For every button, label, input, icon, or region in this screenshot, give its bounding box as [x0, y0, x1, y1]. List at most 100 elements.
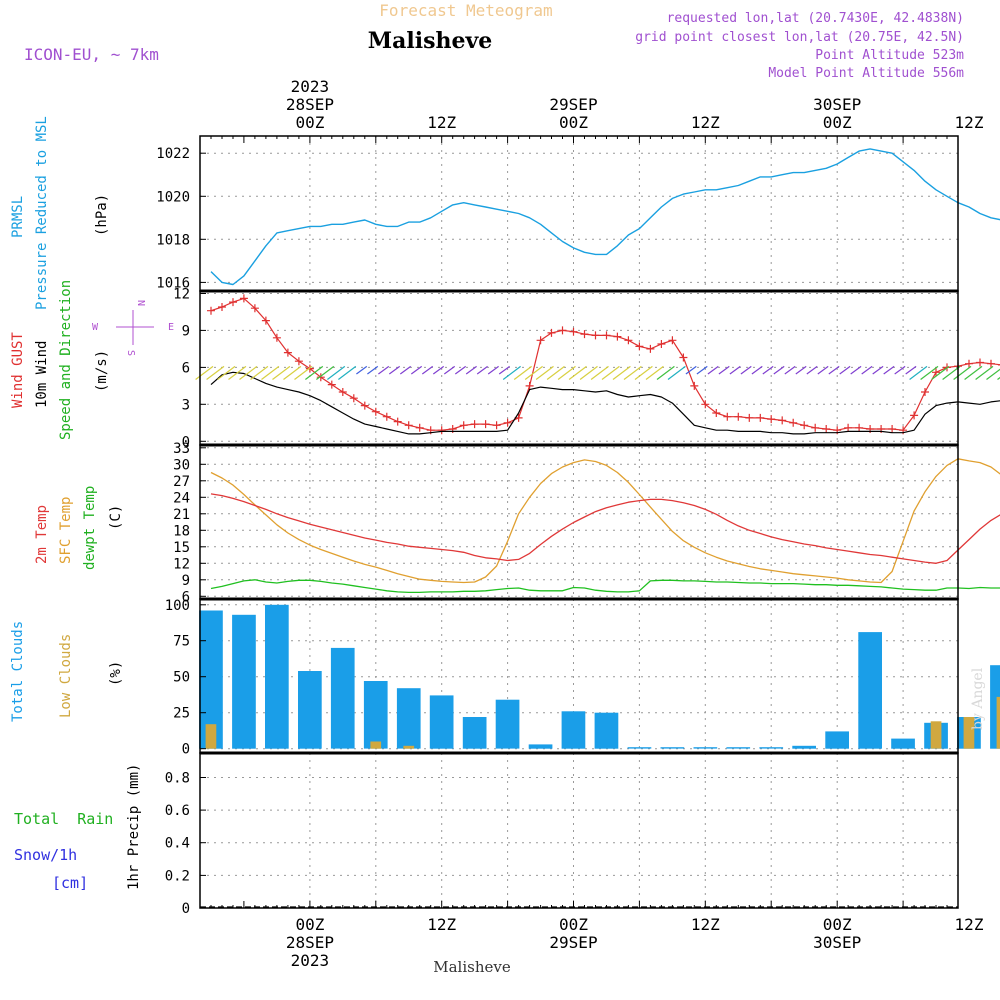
wind-barb — [338, 365, 357, 380]
top-time-label: 00Z — [823, 113, 852, 132]
gust-point — [207, 306, 215, 315]
wind-barb — [487, 365, 499, 375]
top-time-label: 29SEP — [549, 95, 597, 114]
wind-barb — [905, 365, 917, 375]
y-tick-label: 0.6 — [165, 803, 190, 819]
wind-barb — [502, 365, 521, 380]
gust-point — [778, 416, 787, 425]
wind-barb — [645, 365, 664, 380]
pressure-labels: PRMSL Pressure Reduced to MSL (hPa) — [10, 116, 110, 310]
gust-point — [349, 394, 358, 403]
wind-barb — [590, 365, 609, 380]
wind-barb — [261, 365, 280, 380]
wind-barb — [718, 365, 730, 375]
gust-point — [613, 332, 622, 341]
wind-barb — [579, 365, 598, 380]
gust-point — [976, 358, 984, 367]
wind-barb — [305, 365, 324, 380]
gust-point — [602, 331, 611, 340]
low-clouds-bar — [930, 721, 942, 749]
panel-frame — [199, 444, 959, 600]
gust-point — [371, 407, 380, 416]
gust-point — [481, 420, 490, 429]
wind-barb — [454, 365, 467, 375]
gust-point — [591, 331, 600, 340]
data-layer — [195, 148, 1000, 908]
gust-point — [492, 421, 501, 430]
wind-barb — [465, 365, 477, 375]
wind-barb — [953, 365, 972, 380]
wind-barb — [942, 365, 961, 380]
top-time-label: 00Z — [295, 113, 324, 132]
gust-point — [679, 353, 688, 362]
temp-unit: (C) — [108, 505, 124, 530]
wind-barb — [228, 365, 247, 380]
wind-barb — [316, 365, 335, 380]
total-clouds-bar — [726, 747, 751, 749]
bottom-time-label: 29SEP — [549, 933, 597, 952]
gridpoint-coords: grid point closest lon,lat (20.75E, 42.5… — [635, 30, 964, 45]
dewpt-line — [210, 579, 1000, 594]
temp2m-line — [210, 493, 1000, 564]
top-time-label: 12Z — [427, 113, 456, 132]
gust-point — [229, 298, 237, 307]
snow-label: Snow/1h — [14, 846, 77, 864]
wind-unit: (m/s) — [94, 350, 110, 392]
gust-point — [844, 423, 853, 432]
y-tick-label: 12 — [173, 556, 190, 572]
gust-point — [997, 364, 1000, 366]
low-clouds-bar — [370, 741, 382, 749]
wind-barb — [568, 365, 587, 380]
low-clouds-label: Low Clouds — [58, 634, 74, 718]
grid-layer — [200, 136, 958, 909]
wind-barb — [294, 365, 313, 380]
y-tick-label: 21 — [173, 507, 190, 523]
gust-point — [712, 409, 721, 417]
rain-label: Total Rain — [14, 810, 113, 828]
wind-barb — [920, 365, 939, 380]
gust-point — [921, 388, 929, 396]
frame-layer — [199, 135, 959, 909]
total-clouds-bar — [660, 747, 685, 749]
y-tick-label: 75 — [173, 634, 190, 650]
wind-barb — [195, 365, 214, 380]
total-clouds-bar — [528, 744, 553, 749]
wind-barb — [476, 365, 488, 375]
temp2m-label: 2m Temp — [34, 505, 50, 564]
top-time-label: 12Z — [691, 113, 720, 132]
total-clouds-bar — [363, 681, 388, 749]
wind-barb — [546, 365, 565, 380]
gust-point — [822, 425, 831, 433]
wind-barb — [399, 365, 412, 375]
gust-point — [635, 342, 644, 351]
total-clouds-bar — [561, 711, 586, 749]
gust-label: Wind GUST — [10, 332, 26, 408]
gust-point — [360, 401, 369, 410]
gust-point — [690, 381, 699, 390]
subtitle: Forecast Meteogram — [379, 1, 552, 20]
y-tick-label: 0.8 — [165, 771, 190, 787]
y-tick-label: 1020 — [156, 189, 190, 205]
y-tick-label: 15 — [173, 540, 190, 556]
gust-point — [701, 400, 710, 409]
wind-barb — [513, 365, 532, 380]
bottom-time-label: 2023 — [291, 951, 330, 970]
gust-point — [338, 388, 347, 396]
axis-layer: 1016101810201022036912691215182124273033… — [156, 77, 984, 970]
y-tick-label: 6 — [182, 589, 190, 605]
total-clouds-bar — [594, 712, 619, 749]
wind-barb — [410, 365, 423, 375]
wind-barb — [612, 365, 631, 380]
total-clouds-bar — [462, 717, 487, 749]
gust-point — [283, 348, 292, 357]
compass-n-icon: N — [135, 300, 146, 306]
gust-point — [767, 415, 776, 424]
gust-point — [415, 423, 424, 432]
wind-barb — [272, 365, 291, 380]
gust-point — [404, 421, 413, 430]
y-tick-label: 33 — [173, 441, 190, 457]
gust-point — [745, 413, 754, 422]
wind-barb — [388, 365, 401, 375]
temp-labels: 2m Temp SFC Temp dewpt Temp (C) — [34, 486, 124, 570]
